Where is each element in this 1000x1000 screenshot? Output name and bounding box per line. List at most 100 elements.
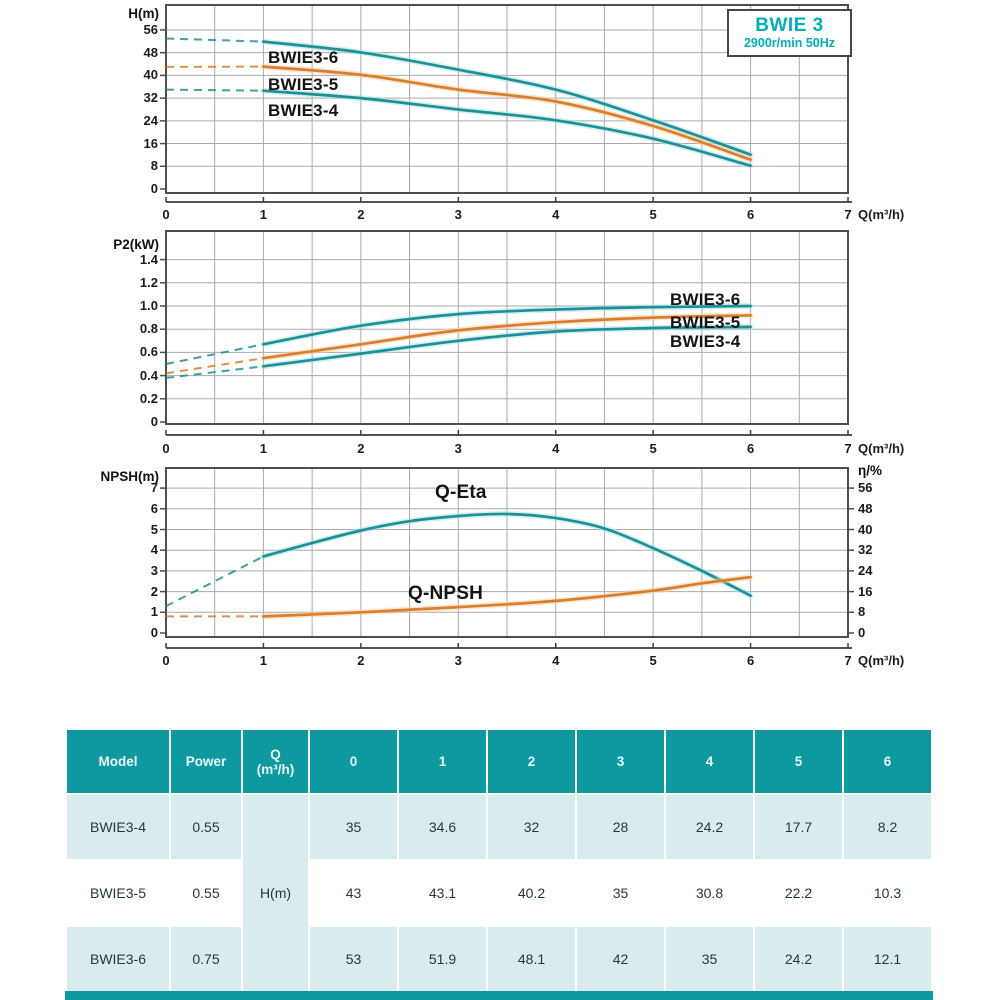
x-tick-label: 0 xyxy=(162,653,170,668)
model-badge-subtitle: 2900r/min 50Hz xyxy=(743,35,836,50)
x-tick-label: 4 xyxy=(552,207,560,222)
x-tick-label: 2 xyxy=(357,207,365,222)
y-tick-label: 0.8 xyxy=(139,321,158,337)
curve-label-bwie3-4: BWIE3-4 xyxy=(268,101,339,120)
curve-label-bwie3-4: BWIE3-4 xyxy=(670,332,741,351)
value-cell: 30.8 xyxy=(664,859,755,927)
x-axis-unit-npsh: Q(m³/h) xyxy=(858,653,905,668)
value-cell: 8.2 xyxy=(842,793,933,861)
value-cell: 34.6 xyxy=(397,793,488,861)
y2-tick-label: 24 xyxy=(858,562,873,578)
unit-cell: H(m) xyxy=(241,793,310,993)
y-tick-label: 40 xyxy=(143,67,158,83)
value-cell: 35 xyxy=(308,793,399,861)
x-tick-label: 3 xyxy=(454,441,462,456)
curve-label-bwie3-5: BWIE3-5 xyxy=(670,313,741,332)
value-cell: 10.3 xyxy=(842,859,933,927)
x-tick-label: 7 xyxy=(844,441,852,456)
y2-axis-title-eta: η/% xyxy=(858,463,883,478)
x-tick-label: 2 xyxy=(357,653,365,668)
spec-header-cell: 2 xyxy=(486,728,577,795)
table-row: BWIE3-6 0.75 53 51.9 48.1 42 35 24.2 12.1 xyxy=(65,925,933,993)
y-tick-label: 1.0 xyxy=(139,298,158,313)
x-tick-label: 5 xyxy=(649,441,657,456)
value-cell: 53 xyxy=(308,925,399,993)
y-axis-title-power: P2(kW) xyxy=(113,237,159,252)
x-tick-label: 0 xyxy=(162,441,170,456)
y-tick-label: 24 xyxy=(143,112,158,128)
spec-table-header: Model Power Q (m³/h) 0 1 2 3 4 5 6 xyxy=(65,728,933,795)
x-tick-label: 1 xyxy=(259,207,268,222)
value-cell: 22.2 xyxy=(753,859,844,927)
x-tick-label: 2 xyxy=(357,441,365,456)
y-tick-label: 8 xyxy=(150,158,158,174)
x-tick-label: 7 xyxy=(844,207,852,222)
y-tick-label: 6 xyxy=(150,500,158,516)
y-tick-label: 48 xyxy=(143,44,158,60)
x-tick-label: 0 xyxy=(162,207,170,222)
y-tick-label: 2 xyxy=(150,583,158,599)
spec-table-body: BWIE3-4 0.55 H(m) 35 34.6 32 28 24.2 17.7 8.2 BWIE… xyxy=(65,793,933,993)
model-cell: BWIE3-5 xyxy=(65,859,171,927)
y-tick-label: 1.2 xyxy=(139,274,158,290)
x-tick-label: 6 xyxy=(746,441,755,456)
y2-tick-label: 40 xyxy=(858,521,873,537)
curve-label-bwie3-6: BWIE3-6 xyxy=(268,48,339,67)
spec-header-cell: 1 xyxy=(397,728,488,795)
x-tick-label: 1 xyxy=(259,653,268,668)
x-tick-label: 1 xyxy=(259,441,268,456)
model-badge: BWIE 3 2900r/min 50Hz xyxy=(727,9,852,57)
y-tick-label: 7 xyxy=(150,480,158,496)
table-row: BWIE3-4 0.55 H(m) 35 34.6 32 28 24.2 17.7 8.2 xyxy=(65,793,933,993)
y-tick-label: 1 xyxy=(150,604,158,620)
x-tick-label: 4 xyxy=(552,653,560,668)
x-tick-label: 4 xyxy=(552,441,560,456)
charts-figure: H(m) P2(kW) NPSH(m) η/% Q(m³/h) Q(m³/h) … xyxy=(100,4,905,668)
spec-header-cell: Model xyxy=(65,728,171,795)
model-cell: BWIE3-6 xyxy=(65,925,171,993)
x-tick-label: 3 xyxy=(454,207,462,222)
value-cell: 51.9 xyxy=(397,925,488,993)
value-cell: 32 xyxy=(486,793,577,861)
y-tick-label: 0 xyxy=(150,625,158,640)
value-cell: 42 xyxy=(575,925,666,993)
y-tick-label: 4 xyxy=(150,542,158,558)
y-tick-label: 3 xyxy=(150,562,158,578)
x-tick-label: 7 xyxy=(844,653,852,668)
y-tick-label: 32 xyxy=(143,90,158,106)
value-cell: 24.2 xyxy=(664,793,755,861)
y-axis-title-npsh: NPSH(m) xyxy=(100,469,159,484)
y2-tick-label: 16 xyxy=(858,583,873,599)
x-tick-label: 6 xyxy=(746,653,755,668)
value-cell: 12.1 xyxy=(842,925,933,993)
spec-header-cell: Power xyxy=(169,728,243,795)
curve-label-bwie3-5: BWIE3-5 xyxy=(268,75,339,94)
curve-label-q-eta: Q-Eta xyxy=(435,482,487,503)
y2-tick-label: 8 xyxy=(858,604,866,620)
spec-header-cell: Q (m³/h) xyxy=(241,728,310,795)
value-cell: 28 xyxy=(575,793,666,861)
value-cell: 24.2 xyxy=(753,925,844,993)
spec-table: Model Power Q (m³/h) 0 1 2 3 4 5 6 BWIE3-4 0.55 H(m… xyxy=(65,728,933,993)
x-tick-label: 5 xyxy=(649,653,657,668)
value-cell: 35 xyxy=(575,859,666,927)
value-cell: 48.1 xyxy=(486,925,577,993)
spec-header-cell: 6 xyxy=(842,728,933,795)
y-tick-label: 5 xyxy=(150,521,158,537)
x-tick-label: 6 xyxy=(746,207,755,222)
y-tick-label: 16 xyxy=(143,135,158,151)
value-cell: 17.7 xyxy=(753,793,844,861)
spec-header-cell: 4 xyxy=(664,728,755,795)
curve-label-bwie3-6: BWIE3-6 xyxy=(670,290,741,309)
table-bottom-strip xyxy=(65,991,933,1000)
y-tick-label: 0 xyxy=(150,414,158,429)
spec-header-cell: 0 xyxy=(308,728,399,795)
y-tick-label: 0.6 xyxy=(139,344,158,360)
power-cell: 0.75 xyxy=(169,925,243,993)
y-tick-label: 0.2 xyxy=(139,390,158,406)
power-cell: 0.55 xyxy=(169,793,243,861)
model-cell: BWIE3-4 xyxy=(65,793,171,861)
y-tick-label: 0 xyxy=(150,181,158,196)
power-cell: 0.55 xyxy=(169,859,243,927)
